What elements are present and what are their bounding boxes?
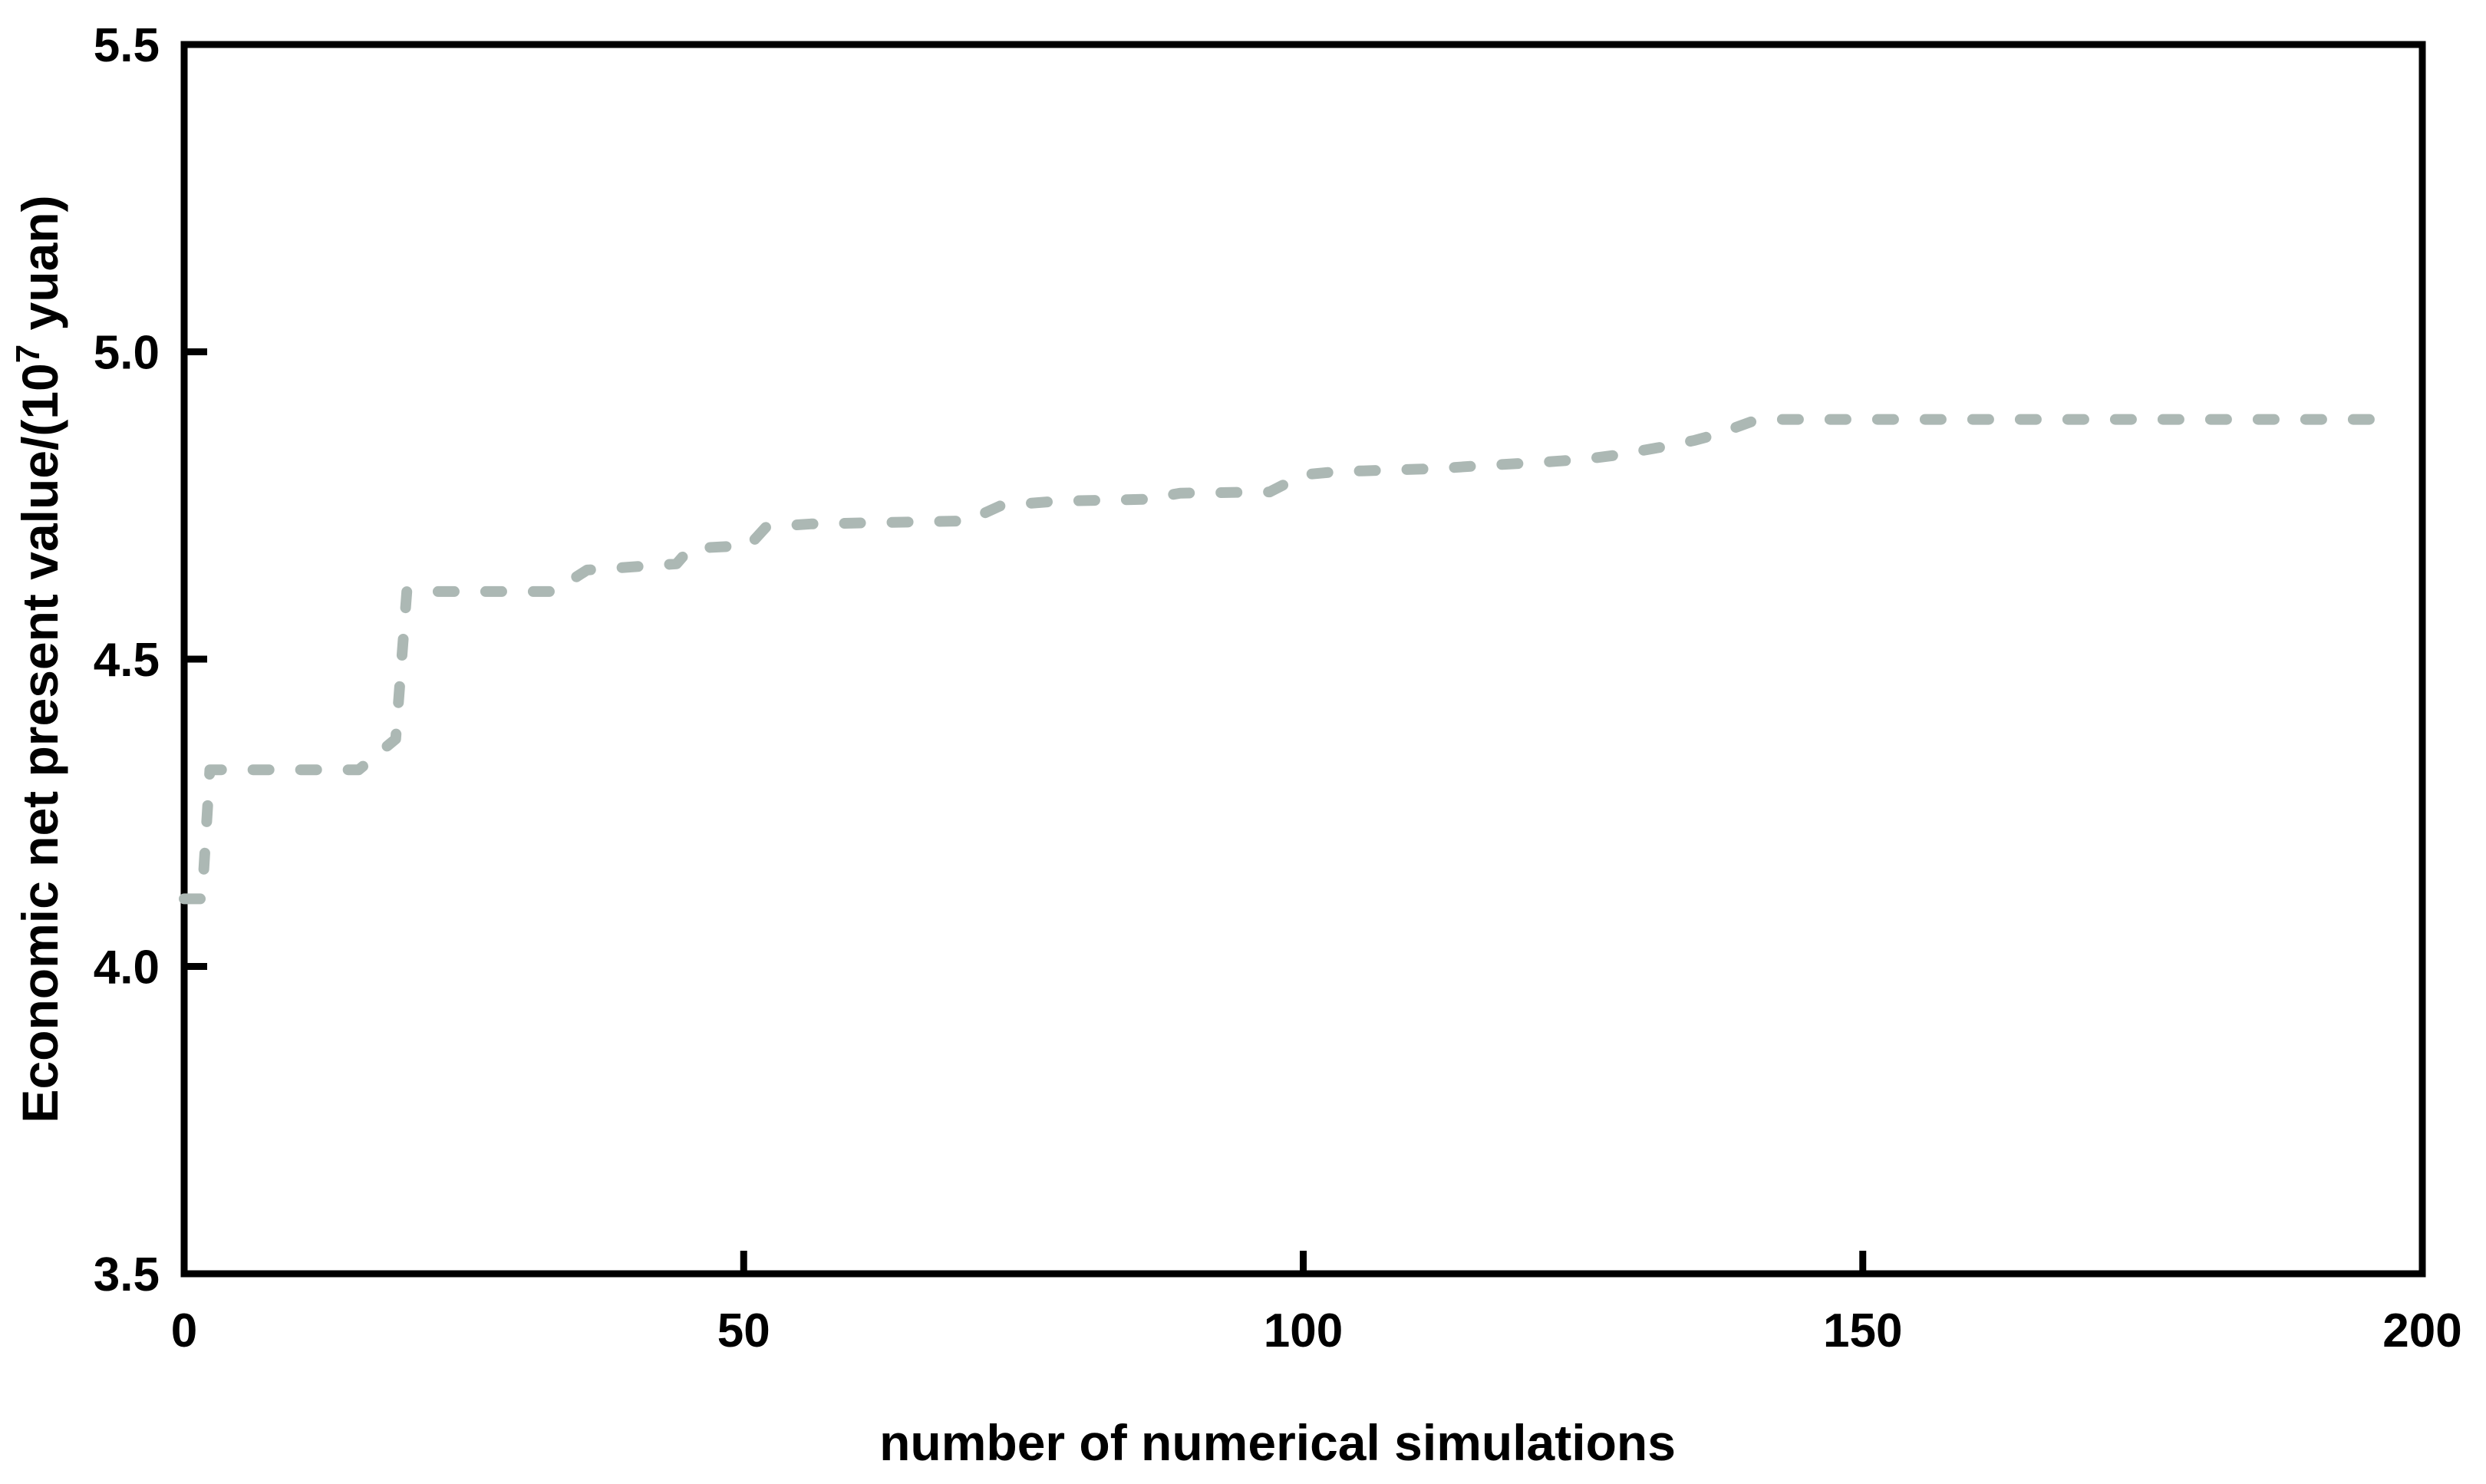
x-axis-title: number of numerical simulations — [879, 1414, 1676, 1471]
y-axis-title-prefix: Economic net present value/(10 — [12, 363, 68, 1123]
y-axis-title: Economic net present value/(107 yuan) — [9, 195, 68, 1123]
x-tick-label: 100 — [1264, 1304, 1343, 1357]
x-tick-label: 150 — [1823, 1304, 1902, 1357]
y-tick-label: 3.5 — [94, 1248, 160, 1301]
y-tick-label: 4.5 — [94, 634, 160, 687]
y-axis-title-superscript: 7 — [9, 345, 47, 363]
x-tick-label: 200 — [2382, 1304, 2461, 1357]
plot-frame — [180, 41, 2426, 1278]
y-tick-label: 4.0 — [94, 942, 160, 994]
axis-ticks — [184, 348, 1867, 1274]
y-tick-label: 5.5 — [94, 19, 160, 72]
x-tick-label: 50 — [717, 1304, 770, 1357]
x-tick-label: 0 — [171, 1304, 197, 1357]
axis-tick-labels: 5.5 5.0 4.5 4.0 3.50 50 100 150 200 — [94, 19, 2462, 1357]
npv-curve — [179, 414, 2405, 905]
y-axis-title-suffix: yuan) — [12, 195, 68, 344]
y-tick-label: 5.0 — [94, 327, 160, 380]
